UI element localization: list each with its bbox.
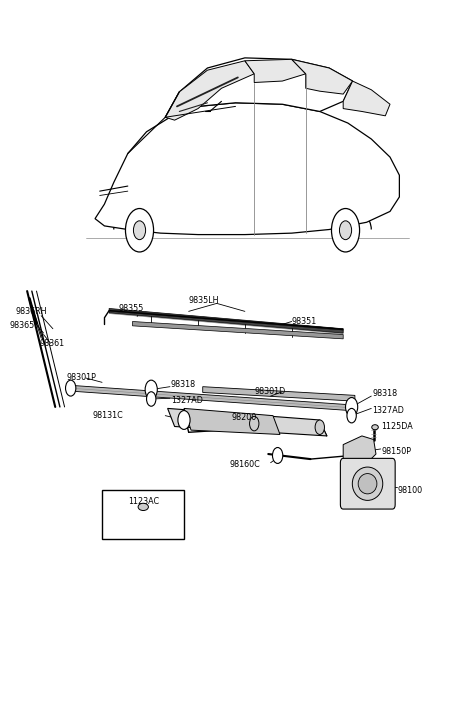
Text: 98355: 98355 [118, 304, 144, 313]
Polygon shape [109, 308, 343, 333]
Circle shape [146, 392, 156, 406]
Text: 98365: 98365 [10, 321, 35, 330]
Text: 1125DA: 1125DA [382, 422, 414, 431]
Text: 98100: 98100 [398, 486, 423, 495]
Ellipse shape [352, 467, 383, 500]
Polygon shape [69, 385, 350, 411]
Polygon shape [292, 60, 353, 94]
Text: 98200: 98200 [232, 413, 257, 422]
Text: 1327AD: 1327AD [372, 406, 404, 415]
Polygon shape [132, 321, 343, 339]
Polygon shape [203, 387, 355, 401]
Text: 9835LH: 9835LH [188, 296, 219, 305]
Polygon shape [95, 103, 399, 235]
Circle shape [125, 209, 154, 252]
Text: 1327AD: 1327AD [171, 396, 203, 405]
Circle shape [315, 420, 325, 435]
Polygon shape [184, 409, 280, 435]
Text: 98150P: 98150P [382, 447, 412, 457]
FancyBboxPatch shape [341, 458, 395, 509]
Circle shape [273, 448, 283, 463]
Circle shape [332, 209, 359, 252]
Circle shape [145, 380, 157, 399]
FancyBboxPatch shape [102, 489, 184, 539]
Polygon shape [343, 436, 376, 465]
Text: 98301D: 98301D [254, 387, 285, 396]
Circle shape [65, 380, 76, 396]
Text: 98318: 98318 [372, 390, 398, 398]
Polygon shape [165, 61, 254, 120]
Text: 1123AC: 1123AC [128, 497, 159, 505]
Circle shape [347, 409, 356, 423]
Ellipse shape [138, 503, 148, 510]
Text: 98361: 98361 [40, 339, 65, 348]
Circle shape [346, 398, 357, 417]
Polygon shape [109, 310, 343, 330]
Ellipse shape [358, 473, 377, 494]
Polygon shape [168, 409, 327, 436]
Text: 98318: 98318 [171, 380, 196, 389]
Polygon shape [343, 81, 390, 116]
Text: 9836RH: 9836RH [16, 307, 47, 316]
Circle shape [250, 417, 259, 431]
Text: 98301P: 98301P [67, 374, 97, 382]
Polygon shape [165, 58, 353, 117]
Circle shape [178, 411, 190, 430]
Circle shape [340, 221, 352, 240]
Text: 98160C: 98160C [230, 460, 260, 470]
Text: 98351: 98351 [292, 317, 317, 326]
Ellipse shape [372, 425, 378, 430]
Polygon shape [245, 60, 306, 82]
Circle shape [133, 221, 146, 240]
Text: 98131C: 98131C [93, 411, 123, 420]
